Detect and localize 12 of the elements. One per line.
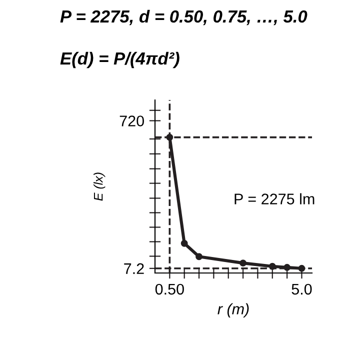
point [240, 260, 247, 267]
point [196, 253, 202, 260]
x-tick-label: 5.0 [292, 284, 312, 295]
x-tick-label: 0.50 [155, 284, 184, 295]
chart-title: P = 2275, d = 0.50, 0.75, …, 5.0 [60, 10, 308, 26]
y-axis-title: E (lx) [94, 172, 106, 201]
annotation: P = 2275 lm [234, 193, 314, 204]
point [180, 240, 188, 247]
y-tick-label: 7.2 [124, 263, 144, 274]
y-tick-label: 720 [120, 116, 144, 126]
x-axis-title: r (m) [218, 303, 249, 318]
chart-subtitle: E(d) = P/(4πd²) [60, 52, 180, 68]
